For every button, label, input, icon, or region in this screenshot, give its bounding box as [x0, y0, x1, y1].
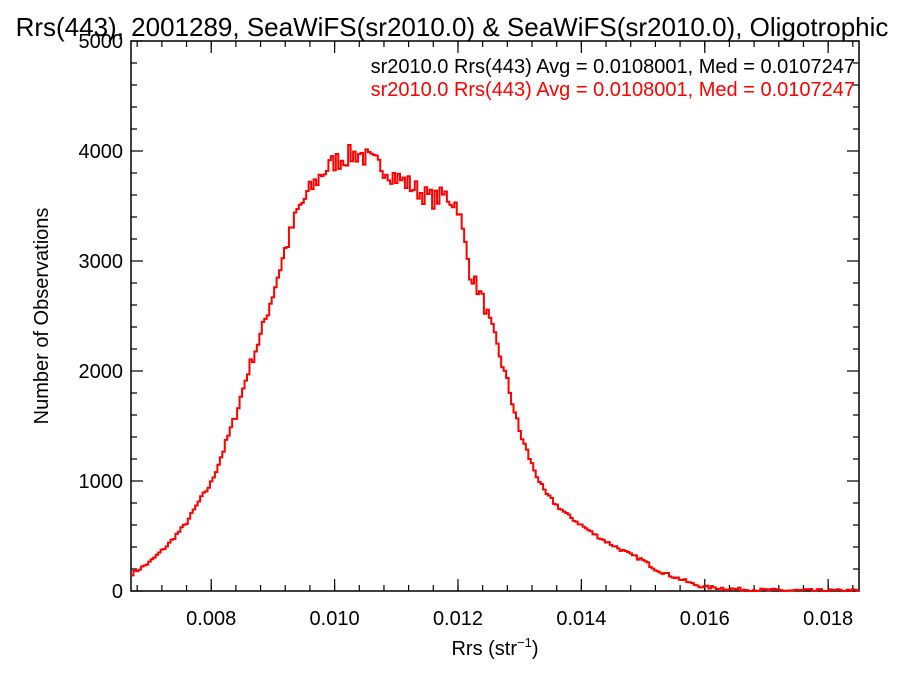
plot-frame	[130, 40, 860, 592]
y-tick-label: 3000	[79, 251, 124, 273]
annotation-black: sr2010.0 Rrs(443) Avg = 0.0108001, Med =…	[371, 56, 855, 78]
x-tick-label: 0.008	[186, 608, 236, 630]
y-tick-label: 5000	[79, 31, 124, 53]
y-tick-label: 0	[112, 581, 123, 603]
x-tick-label: 0.016	[680, 608, 730, 630]
x-axis-label-superscript: −1	[517, 635, 532, 650]
x-axis-label: Rrs (str−1)	[451, 635, 538, 660]
annotation-red: sr2010.0 Rrs(443) Avg = 0.0108001, Med =…	[371, 79, 855, 101]
y-tick-label: 2000	[79, 361, 124, 383]
axis-tick-labels: 0.008 0.010 0.012 0.014 0.016 0.018 0 1000 2000 3…	[79, 31, 854, 630]
y-axis-label: Number of Observations	[31, 208, 53, 425]
y-tick-label: 1000	[79, 471, 124, 493]
x-tick-label: 0.018	[803, 608, 853, 630]
chart-title: Rrs(443), 2001289, SeaWiFS(sr2010.0) & S…	[16, 12, 889, 42]
x-axis-label-tail: )	[532, 638, 539, 660]
x-tick-label: 0.014	[556, 608, 606, 630]
series-line	[131, 144, 860, 592]
x-tick-label: 0.012	[433, 608, 483, 630]
x-axis-label-main: Rrs (str	[451, 638, 517, 660]
x-tick-label: 0.010	[310, 608, 360, 630]
axis-ticks	[131, 40, 859, 592]
y-tick-label: 4000	[79, 141, 124, 163]
